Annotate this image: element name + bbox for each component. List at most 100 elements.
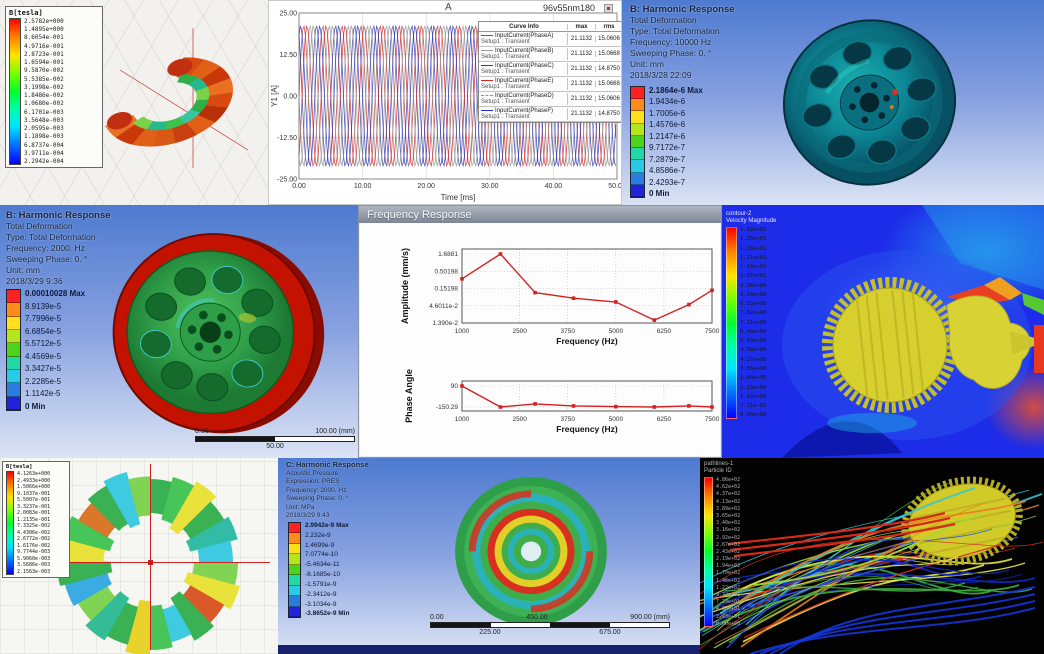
svg-text:4.6011e-2: 4.6011e-2 (429, 303, 458, 310)
curve-info-table: Curve Info max rms InputCurrent(PhaseA) Setu… (478, 21, 621, 123)
scale-label: 2.92e+02 (716, 534, 741, 541)
result-lines: Total Deformation Type: Total Deformation… (6, 221, 111, 287)
scale-label: 6.1701e-003 (24, 108, 64, 116)
svg-text:90: 90 (451, 383, 459, 390)
stator-field-render (57, 471, 240, 654)
table-row: InputCurrent(PhaseF) Setup1 : Transient 21… (479, 107, 621, 122)
text-line: Total Deformation (630, 15, 697, 25)
text-line: Unit: mm (6, 265, 40, 275)
pin-icon[interactable] (604, 4, 613, 13)
ruler-label: 100.00 (mm) (315, 428, 355, 435)
window-titlebar[interactable]: Frequency Response (359, 206, 721, 223)
svg-text:1000: 1000 (455, 416, 470, 423)
pathlines-legend: pathlines-1 Particle ID 4.86e+02 4.62e+02 4… (704, 461, 740, 627)
table-row: InputCurrent(PhaseD) Setup1 : Transient 21… (479, 92, 621, 107)
text-line: Particle ID (704, 468, 732, 474)
scale-label: -3.1034e-9 (305, 600, 337, 608)
scale-label: 1.21e+01 (740, 254, 767, 261)
scale-label: -3.8652e-9 Min (305, 610, 350, 618)
panel-current-plot: A 96v55nm180 0.00 10.00 20.00 30.00 40.00 50.… (268, 0, 622, 205)
svg-text:50.00: 50.00 (608, 183, 622, 190)
legend-title: B[tesla] (6, 464, 33, 470)
scale-label: 2.2285e-5 (25, 376, 62, 386)
wheel-render (112, 233, 325, 434)
scale-label: 2.0083e-001 (17, 510, 51, 517)
window-title: Frequency Response (367, 208, 472, 221)
scale-label: 1.1142e-5 (25, 389, 61, 399)
disc-render (455, 476, 607, 626)
color-scale: 2.1864e-6 Max 1.9434e-6 1.7005e-6 1.4576e-6… (630, 86, 703, 198)
text-line: Unit: mm (630, 59, 664, 69)
ruler-label: 0.00 (195, 428, 209, 435)
scale-label: 7.29e+01 (716, 599, 741, 606)
scale-label: 1.35e+01 (740, 236, 767, 243)
scale-label: 4.27e+00 (740, 356, 767, 363)
text-line: Frequency: 10000 Hz (630, 37, 712, 47)
scale-label: 9.72e+01 (716, 592, 741, 598)
plot-title: 96v55nm180 (542, 3, 595, 13)
scale-label: 2.1563e-003 (17, 568, 51, 575)
scale-label: 1.22e+02 (716, 584, 741, 591)
scale-label: 3.5686e-003 (17, 562, 51, 569)
scale-label: 3.3427e-5 (25, 364, 62, 374)
scale-label: 1.07e+01 (740, 273, 767, 280)
scale-label: 8.6054e-001 (24, 34, 64, 42)
scale-label: 7.2879e-7 (649, 154, 686, 164)
scale-label: 0 Min (649, 188, 670, 198)
scale-label: 2.6772e-002 (17, 536, 51, 543)
scale-label: 4.1263e+000 (17, 471, 51, 477)
svg-text:Time [ms]: Time [ms] (441, 193, 476, 202)
colorbar (6, 289, 21, 411)
panel-maxwell-stator: B[tesla] 4.1263e+000 2.4933e+000 1.5066e+0… (0, 458, 278, 654)
phase-chart: 1000 2500 3750 5000 6250 7500 90 -150.29 Frequen… (404, 369, 720, 434)
colorbar-labels: 4.86e+02 4.62e+02 4.37e+02 4.13e+02 3.89e+02… (716, 477, 740, 627)
colorbar-labels: 2.1864e-6 Max 1.9434e-6 1.7005e-6 1.4576e-6… (649, 86, 703, 198)
scale-label: 3.3237e-001 (17, 503, 51, 510)
svg-text:6250: 6250 (657, 416, 672, 423)
scale-label: 2.4933e+000 (17, 477, 51, 484)
colorbar (630, 86, 645, 198)
scale-label: 2.2942e-004 (24, 157, 64, 165)
cfd-render (782, 205, 1044, 458)
scale-label: 3.1998e-002 (24, 83, 64, 91)
svg-text:3750: 3750 (561, 328, 576, 335)
panel-harmonic-2000: B: Harmonic Response Total Deformation Ty… (0, 205, 358, 458)
legend-title: contour-2 Velocity Magnitude (726, 211, 776, 225)
scale-label: 1.6594e-001 (24, 59, 64, 67)
result-annotation: B: Harmonic Response Total Deformation Ty… (630, 4, 735, 81)
panel-maxwell-torus: B[tesla] 2.5782e+000 1.4895e+000 8.6054e-0… (0, 0, 268, 205)
scale-label: 2.0595e-003 (24, 125, 64, 133)
svg-text:0.50198: 0.50198 (435, 268, 459, 275)
scale-label: -5.4634e-11 (305, 561, 340, 569)
scale-label: 3.16e+02 (716, 527, 741, 534)
crosshair-horizontal (18, 562, 270, 563)
svg-text:0.00: 0.00 (283, 94, 297, 101)
colorbar-labels: 0.00010028 Max 8.9139e-5 7.7996e-5 6.6854e-… (25, 289, 85, 411)
color-scale: 2.5782e+000 1.4895e+000 8.6054e-001 4.9716e… (9, 18, 99, 165)
ruler-label: 675.00 (599, 629, 621, 636)
svg-text:1.390e-2: 1.390e-2 (432, 320, 458, 327)
scale-label: 1.42e+01 (740, 227, 767, 233)
scale-label: 1.9434e-6 (649, 97, 686, 107)
table-row: InputCurrent(PhaseC) Setup1 : Transient 21… (479, 62, 621, 77)
scale-label: -1.5791e-9 (305, 580, 337, 588)
ruler-label: 900.00 (mm) (630, 614, 670, 621)
svg-text:2500: 2500 (512, 328, 527, 335)
scale-label: 9.1037e-001 (17, 490, 51, 497)
scale-label: 1.2135e-001 (17, 516, 51, 523)
scale-label: 6.6854e-5 (25, 326, 62, 336)
scale-label: 5.69e+00 (740, 338, 767, 345)
field-legend: B[tesla] 4.1263e+000 2.4933e+000 1.5066e+0… (2, 461, 70, 578)
svg-text:2500: 2500 (512, 416, 527, 423)
svg-text:5000: 5000 (609, 328, 624, 335)
wheel-render (782, 19, 957, 186)
svg-text:Amplitude (mm/s): Amplitude (mm/s) (400, 248, 410, 324)
scale-label: 4.86e+02 (716, 477, 741, 483)
scale-label: 7.82e+00 (740, 310, 767, 317)
scale-label: 7.11e-01 (740, 403, 767, 410)
scale-label: 6.8737e-004 (24, 141, 64, 149)
text-line: 2018/3/28 22:09 (630, 70, 692, 80)
legend-title: B[tesla] (9, 9, 43, 17)
scale-label: 1.94e+02 (716, 563, 741, 570)
